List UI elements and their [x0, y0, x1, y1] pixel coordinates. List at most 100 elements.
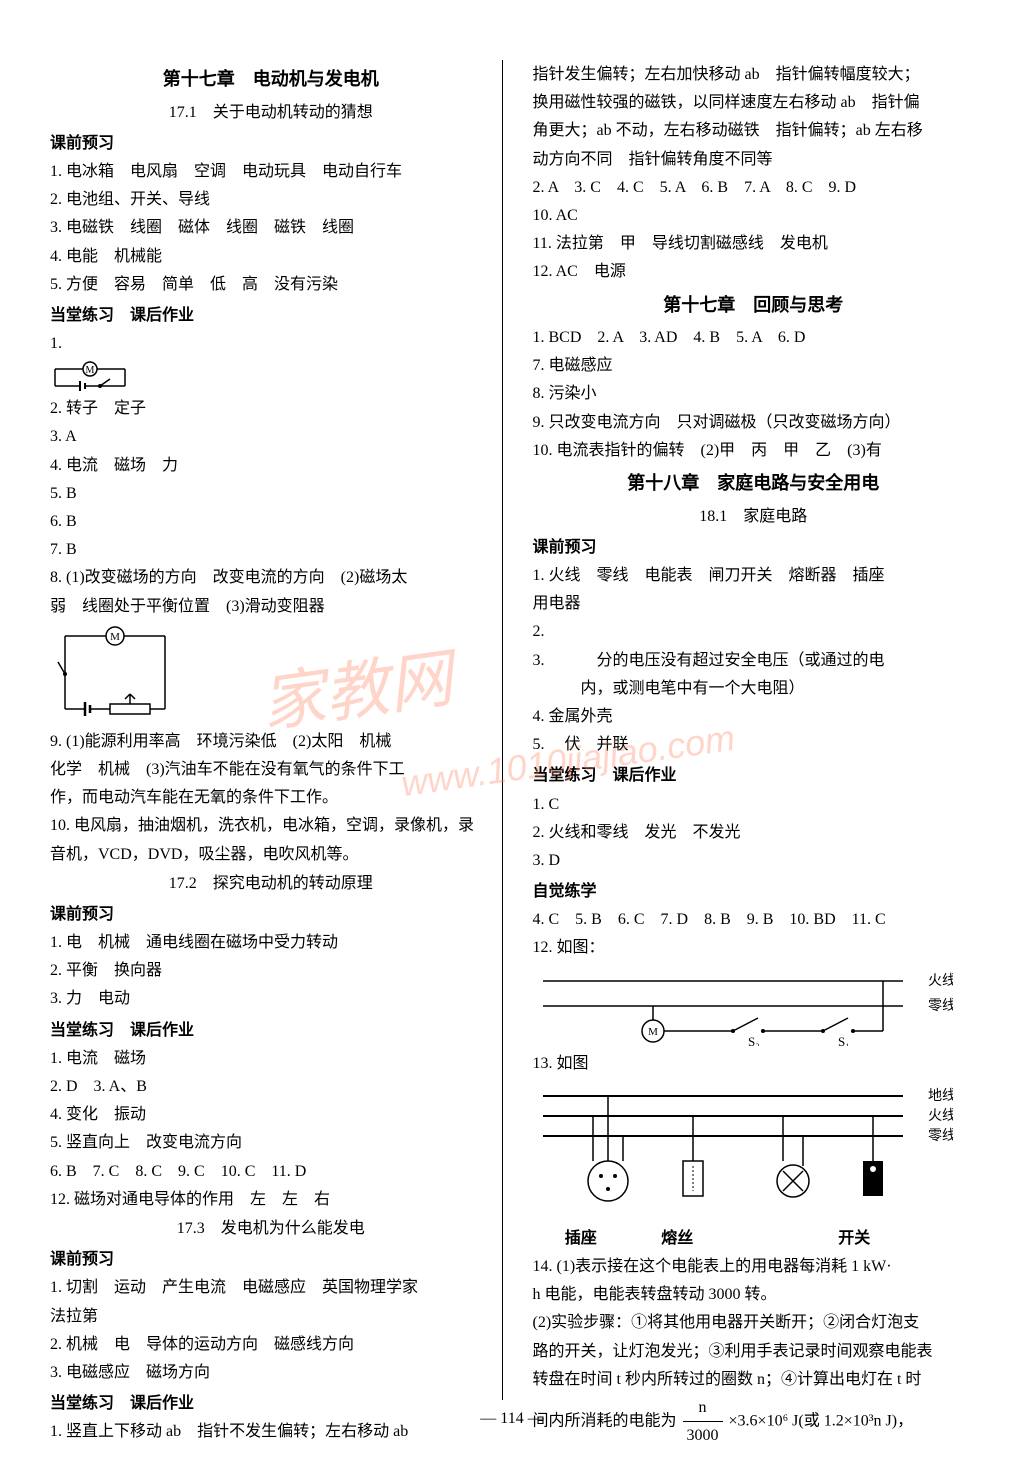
answer-line: 7. B [50, 536, 492, 563]
svg-text:零线: 零线 [928, 998, 953, 1014]
section-18-1: 18.1 家庭电路 [533, 503, 975, 530]
answer-line: 作，而电动汽车能在无氧的条件下工作。 [50, 784, 492, 811]
f14f-post: ×3.6×10⁶ J(或 1.2×10³n J)， [729, 1412, 914, 1429]
diagram-labels-13: 插座 熔丝 开关 [533, 1225, 903, 1252]
answer-line: 4. 金属外壳 [533, 703, 975, 730]
label-bulb [758, 1225, 774, 1252]
answer-line: 1. 电流 磁场 [50, 1045, 492, 1072]
right-column: 指针发生偏转；左右加快移动 ab 指针偏转幅度较大； 换用磁性较强的磁铁，以同样… [523, 60, 975, 1400]
preview-heading: 课前预习 [533, 534, 975, 561]
svg-text:火线: 火线 [928, 1108, 953, 1124]
answer-line: 5. B [50, 480, 492, 507]
practice-heading: 当堂练习 课后作业 [50, 1017, 492, 1044]
svg-text:M: M [648, 1026, 658, 1038]
answer-line: h 电能，电能表转盘转动 3000 转。 [533, 1281, 975, 1308]
answer-line: 5. 方便 容易 简单 低 高 没有污染 [50, 271, 492, 298]
svg-text:火线: 火线 [928, 973, 953, 989]
answer-line: 1. 火线 零线 电能表 闸刀开关 熔断器 插座 [533, 562, 975, 589]
answer-line: 10. 电风扇，抽油烟机，洗衣机，电冰箱，空调，录像机，录 [50, 812, 492, 839]
answer-line: 10. AC [533, 202, 975, 229]
answer-line: 10. 电流表指针的偏转 (2)甲 丙 甲 乙 (3)有 [533, 437, 975, 464]
answer-line: 3. D [533, 847, 975, 874]
answer-line: 化学 机械 (3)汽油车不能在没有氧气的条件下工 [50, 756, 492, 783]
answer-line: 弱 线圈处于平衡位置 (3)滑动变阻器 [50, 593, 492, 620]
svg-text:S₁: S₁ [838, 1034, 850, 1046]
answer-line: 3. 分的电压没有超过安全电压（或通过的电 [533, 647, 975, 674]
answer-line: 7. 电磁感应 [533, 352, 975, 379]
answer-line: 1. 电冰箱 电风扇 空调 电动玩具 电动自行车 [50, 158, 492, 185]
answer-line: 3. A [50, 423, 492, 450]
answer-line: 动方向不同 指针偏转角度不同等 [533, 146, 975, 173]
answer-line: 11. 法拉第 甲 导线切割磁感线 发电机 [533, 230, 975, 257]
answer-line: 3. 力 电动 [50, 985, 492, 1012]
q1-label: 1. [50, 335, 62, 352]
answer-line: 4. 电能 机械能 [50, 243, 492, 270]
answer-line: 5. 伏 并联 [533, 731, 975, 758]
answer-line: 12. 磁场对通电导体的作用 左 左 右 [50, 1186, 492, 1213]
answer-line: 12. 如图： [533, 934, 975, 961]
svg-text:零线: 零线 [928, 1128, 953, 1144]
answer-line: 1. 电 机械 通电线圈在磁场中受力转动 [50, 929, 492, 956]
answer-line: 2. D 3. A、B [50, 1073, 492, 1100]
answer-line: 角更大；ab 不动，左右移动磁铁 指针偏转；ab 左右移 [533, 117, 975, 144]
section-17-1: 17.1 关于电动机转动的猜想 [50, 99, 492, 126]
answer-line: 2. 转子 定子 [50, 395, 492, 422]
answer-line: 2. 火线和零线 发光 不发光 [533, 819, 975, 846]
left-column: 第十七章 电动机与发电机 17.1 关于电动机转动的猜想 课前预习 1. 电冰箱… [50, 60, 503, 1400]
svg-text:M: M [110, 631, 120, 643]
circuit-diagram-rheostat: M [50, 624, 180, 724]
answer-line: 内，或测电笔中有一个大电阻） [533, 675, 975, 702]
answer-line: 12. AC 电源 [533, 258, 975, 285]
answer-line: 2. 平衡 换向器 [50, 957, 492, 984]
answer-line: 1. C [533, 791, 975, 818]
answer-line: 1. 竖直上下移动 ab 指针不发生偏转；左右移动 ab [50, 1418, 492, 1445]
answer-line: 换用磁性较强的磁铁，以同样速度左右移动 ab 指针偏 [533, 89, 975, 116]
circuit-diagram-12: 火线 零线 M S₂ S₁ [533, 966, 953, 1046]
answer-line: 4. C 5. B 6. C 7. D 8. B 9. B 10. BD 11.… [533, 906, 975, 933]
answer-line: 2. [533, 618, 975, 645]
svg-text:M: M [86, 365, 95, 376]
answer-line: 4. 变化 振动 [50, 1101, 492, 1128]
answer-line: 6. B [50, 508, 492, 535]
label-fuse: 熔丝 [661, 1225, 693, 1252]
answer-line: 14. (1)表示接在这个电能表上的用电器每消耗 1 kW· [533, 1253, 975, 1280]
self-study-heading: 自觉练学 [533, 878, 975, 905]
answer-line: 音机，VCD，DVD，吸尘器，电吹风机等。 [50, 841, 492, 868]
circuit-diagram-13: 地线 火线 零线 [533, 1081, 953, 1221]
answer-line: 指针发生偏转；左右加快移动 ab 指针偏转幅度较大； [533, 61, 975, 88]
answer-line: 法拉第 [50, 1303, 492, 1330]
answer-line: 8. (1)改变磁场的方向 改变电流的方向 (2)磁场太 [50, 564, 492, 591]
practice-heading: 当堂练习 课后作业 [50, 1390, 492, 1417]
answer-line: 6. B 7. C 8. C 9. C 10. C 11. D [50, 1158, 492, 1185]
chapter-17-review: 第十七章 回顾与思考 [533, 290, 975, 321]
answer-line: 1. M [50, 330, 492, 391]
answer-line: 8. 污染小 [533, 380, 975, 407]
answer-line: 2. 电池组、开关、导线 [50, 186, 492, 213]
preview-heading: 课前预习 [50, 130, 492, 157]
chapter-title-17: 第十七章 电动机与发电机 [50, 64, 492, 95]
f14f-pre: 间内所消耗的电能为 [533, 1412, 677, 1429]
chapter-title-18: 第十八章 家庭电路与安全用电 [533, 468, 975, 499]
preview-heading: 课前预习 [50, 901, 492, 928]
answer-line: 2. A 3. C 4. C 5. A 6. B 7. A 8. C 9. D [533, 174, 975, 201]
label-switch: 开关 [838, 1225, 870, 1252]
frac-top: n [683, 1394, 723, 1422]
frac-bot: 3000 [683, 1422, 723, 1449]
answer-line: (2)实验步骤：①将其他用电器开关断开；②闭合灯泡支 [533, 1309, 975, 1336]
answer-line: 用电器 [533, 590, 975, 617]
circuit-diagram-small: M [50, 361, 130, 391]
answer-line: 3. 电磁铁 线圈 磁体 线圈 磁铁 线圈 [50, 214, 492, 241]
answer-line: 5. 竖直向上 改变电流方向 [50, 1129, 492, 1156]
svg-text:S₂: S₂ [748, 1034, 760, 1046]
answer-line: 路的开关，让灯泡发光；③利用手表记录时间观察电能表 [533, 1338, 975, 1365]
answer-line: 1. BCD 2. A 3. AD 4. B 5. A 6. D [533, 324, 975, 351]
section-17-3: 17.3 发电机为什么能发电 [50, 1215, 492, 1242]
answer-line: 间内所消耗的电能为 n 3000 ×3.6×10⁶ J(或 1.2×10³n J… [533, 1394, 975, 1449]
fraction: n 3000 [683, 1394, 723, 1449]
answer-line: 13. 如图 [533, 1050, 975, 1077]
answer-line: 3. 电磁感应 磁场方向 [50, 1359, 492, 1386]
answer-line: 4. 电流 磁场 力 [50, 452, 492, 479]
answer-line: 转盘在时间 t 秒内所转过的圈数 n；④计算出电灯在 t 时 [533, 1366, 975, 1393]
section-17-2: 17.2 探究电动机的转动原理 [50, 870, 492, 897]
answer-line: 9. 只改变电流方向 只对调磁极（只改变磁场方向） [533, 409, 975, 436]
